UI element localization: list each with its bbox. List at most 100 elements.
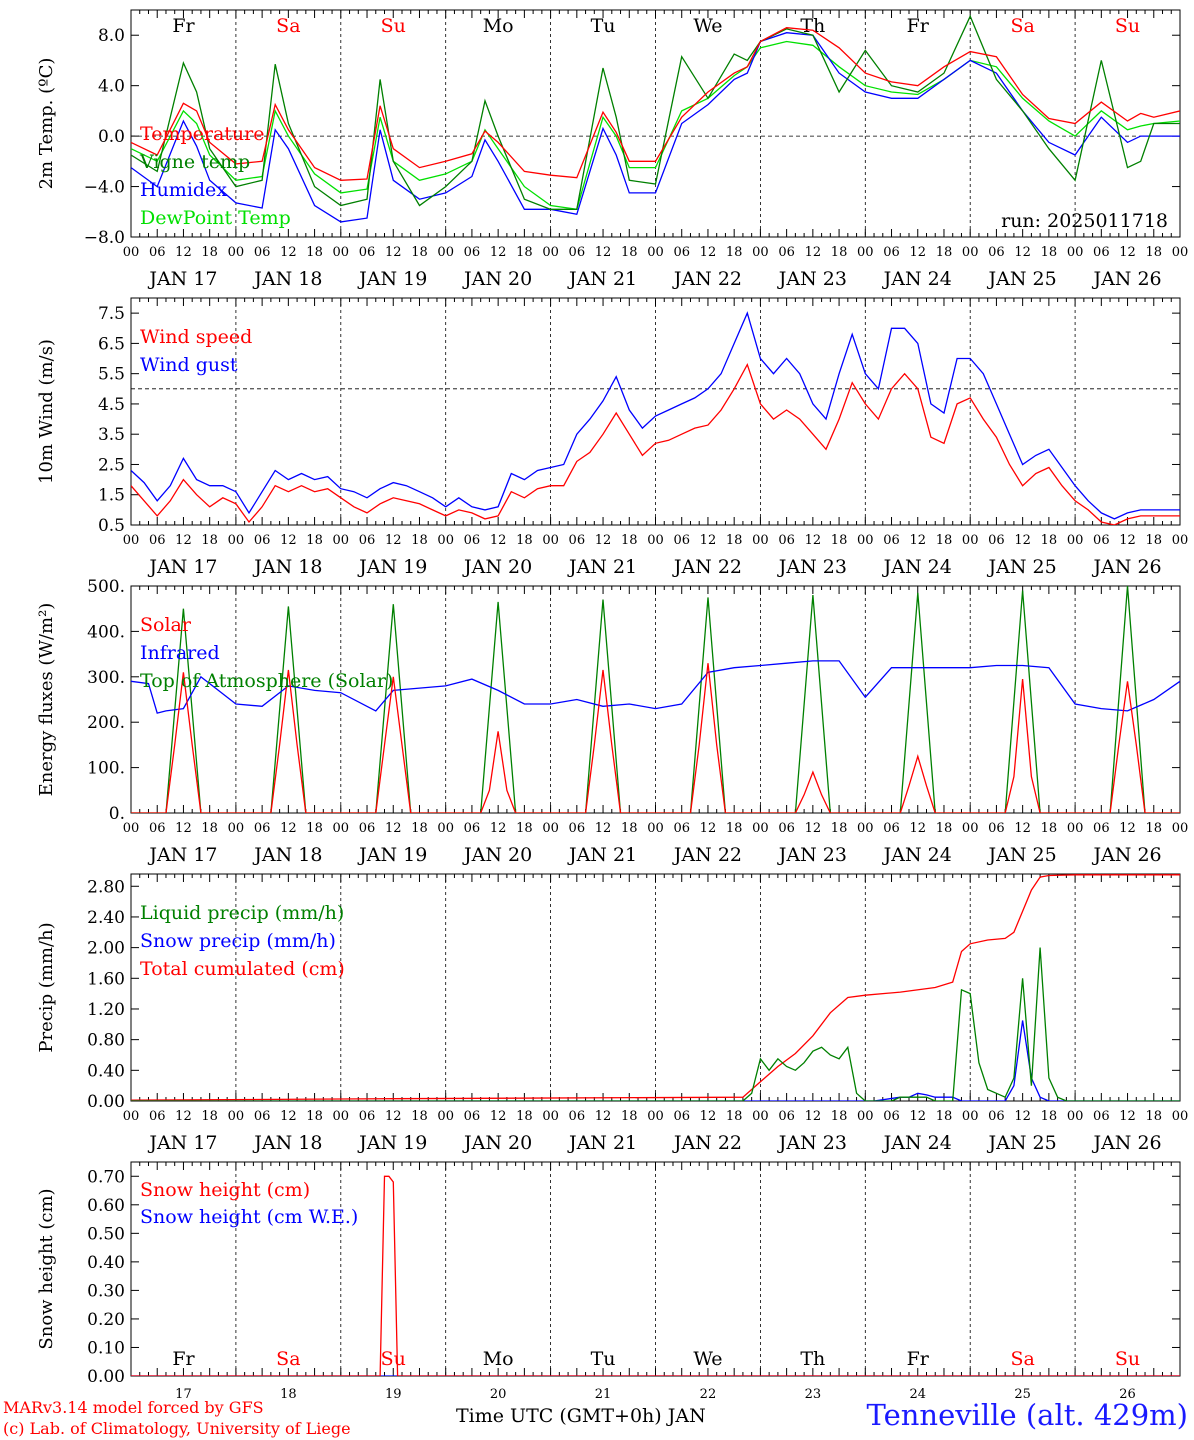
- hour-tick-label: 06: [359, 533, 376, 548]
- hour-tick-label: 06: [149, 821, 166, 836]
- hour-tick-label: 12: [595, 821, 612, 836]
- hour-tick-label: 06: [1093, 821, 1110, 836]
- legend-entry: Liquid precip (mm/h): [140, 902, 344, 924]
- hour-tick-label: 18: [201, 821, 218, 836]
- hour-tick-label: 12: [700, 533, 717, 548]
- hour-tick-label: 18: [1041, 821, 1058, 836]
- hour-tick-label: 06: [778, 1109, 795, 1124]
- day-number-label: 22: [700, 1387, 717, 1402]
- day-number-label: 21: [595, 1387, 612, 1402]
- hour-tick-label: 12: [805, 1109, 822, 1124]
- hour-tick-label: 18: [1146, 245, 1163, 260]
- hour-tick-label: 06: [254, 533, 271, 548]
- hour-tick-label: 06: [778, 533, 795, 548]
- day-date-label: JAN 17: [147, 844, 217, 866]
- hour-tick-label: 18: [306, 821, 323, 836]
- day-date-label: JAN 18: [252, 268, 322, 290]
- y-tick-label: 6.5: [98, 334, 125, 354]
- y-tick-label: 0.00: [87, 1092, 125, 1112]
- day-number-label: 26: [1119, 1387, 1136, 1402]
- day-date-label: JAN 26: [1091, 1132, 1161, 1154]
- series-line: [131, 660, 1180, 714]
- hour-tick-label: 12: [280, 1109, 297, 1124]
- day-date-label: JAN 24: [882, 844, 952, 866]
- hour-tick-label: 18: [1041, 245, 1058, 260]
- hour-tick-label: 06: [149, 1109, 166, 1124]
- legend-entry: Snow height (cm W.E.): [140, 1206, 358, 1228]
- hour-tick-label: 06: [673, 245, 690, 260]
- hour-tick-label: 18: [831, 245, 848, 260]
- hour-tick-label: 00: [1067, 1109, 1084, 1124]
- hour-tick-label: 12: [1119, 245, 1136, 260]
- legend-entry: Total cumulated (cm): [140, 958, 345, 980]
- weekday-label: Sa: [276, 1348, 300, 1370]
- day-number-label: 18: [280, 1387, 297, 1402]
- hour-tick-label: 12: [805, 245, 822, 260]
- hour-tick-label: 18: [1146, 821, 1163, 836]
- hour-tick-label: 06: [883, 245, 900, 260]
- hour-tick-label: 12: [805, 821, 822, 836]
- weekday-label: Su: [381, 15, 406, 37]
- series-line: [131, 586, 1180, 813]
- hour-tick-label: 06: [988, 245, 1005, 260]
- y-tick-label: 0.70: [87, 1167, 125, 1187]
- hour-tick-label: 00: [752, 821, 769, 836]
- day-number-label: 24: [909, 1387, 926, 1402]
- hour-tick-label: 18: [831, 533, 848, 548]
- hour-tick-label: 06: [569, 1109, 586, 1124]
- y-tick-label: 0.50: [87, 1224, 125, 1244]
- hour-tick-label: 18: [411, 245, 428, 260]
- hour-tick-label: 00: [437, 1109, 454, 1124]
- legend-entry: Snow precip (mm/h): [140, 930, 336, 952]
- hour-tick-label: 12: [1119, 1109, 1136, 1124]
- hour-tick-label: 06: [569, 821, 586, 836]
- hour-tick-label: 12: [280, 245, 297, 260]
- hour-tick-label: 06: [464, 245, 481, 260]
- y-tick-label: 2.00: [87, 939, 125, 959]
- panel-4: 0.00 0.40 0.80 1.20 1.60 2.00 2.40 2.80 Precip (…: [36, 873, 1188, 1154]
- hour-tick-label: 00: [542, 245, 559, 260]
- hour-tick-label: 12: [1014, 245, 1031, 260]
- y-tick-label: 8.0: [98, 26, 125, 46]
- day-date-label: JAN 23: [777, 556, 847, 578]
- hour-tick-label: 06: [464, 821, 481, 836]
- lab-credit-line: (c) Lab. of Climatology, University of L…: [3, 1419, 351, 1438]
- hour-tick-label: 06: [254, 245, 271, 260]
- y-tick-label: 3.5: [98, 425, 125, 445]
- day-date-label: JAN 23: [777, 268, 847, 290]
- day-date-label: JAN 18: [252, 556, 322, 578]
- hour-tick-label: 18: [1146, 1109, 1163, 1124]
- hour-tick-label: 00: [123, 821, 140, 836]
- day-date-label: JAN 24: [882, 268, 952, 290]
- day-date-label: JAN 19: [357, 556, 427, 578]
- hour-tick-label: 18: [726, 533, 743, 548]
- y-tick-label: 2.5: [98, 455, 125, 475]
- weekday-label: Su: [1115, 1348, 1140, 1370]
- hour-tick-label: 18: [201, 245, 218, 260]
- hour-tick-label: 18: [201, 1109, 218, 1124]
- y-tick-label: 2.80: [87, 877, 125, 897]
- series-line: [131, 14, 1180, 210]
- series-line: [131, 874, 1180, 1101]
- y-tick-label: 100.: [87, 759, 125, 779]
- hour-tick-label: 00: [333, 821, 350, 836]
- weekday-label: Fr: [907, 1348, 930, 1370]
- hour-tick-label: 00: [123, 533, 140, 548]
- hour-tick-label: 12: [385, 1109, 402, 1124]
- hour-tick-label: 00: [647, 1109, 664, 1124]
- y-tick-label: 400.: [87, 622, 125, 642]
- y-tick-label: 0.20: [87, 1310, 125, 1330]
- legend-entry: DewPoint Temp: [140, 207, 291, 229]
- weekday-label: Sa: [1010, 15, 1034, 37]
- day-date-label: JAN 25: [987, 268, 1057, 290]
- hour-tick-label: 18: [936, 533, 953, 548]
- day-date-label: JAN 26: [1091, 556, 1161, 578]
- hour-tick-label: 12: [1119, 533, 1136, 548]
- hour-tick-label: 18: [621, 533, 638, 548]
- y-tick-label: 300.: [87, 668, 125, 688]
- y-tick-label: 0.60: [87, 1196, 125, 1216]
- hour-tick-label: 18: [411, 821, 428, 836]
- hour-tick-label: 12: [909, 1109, 926, 1124]
- hour-tick-label: 12: [175, 245, 192, 260]
- hour-tick-label: 00: [752, 533, 769, 548]
